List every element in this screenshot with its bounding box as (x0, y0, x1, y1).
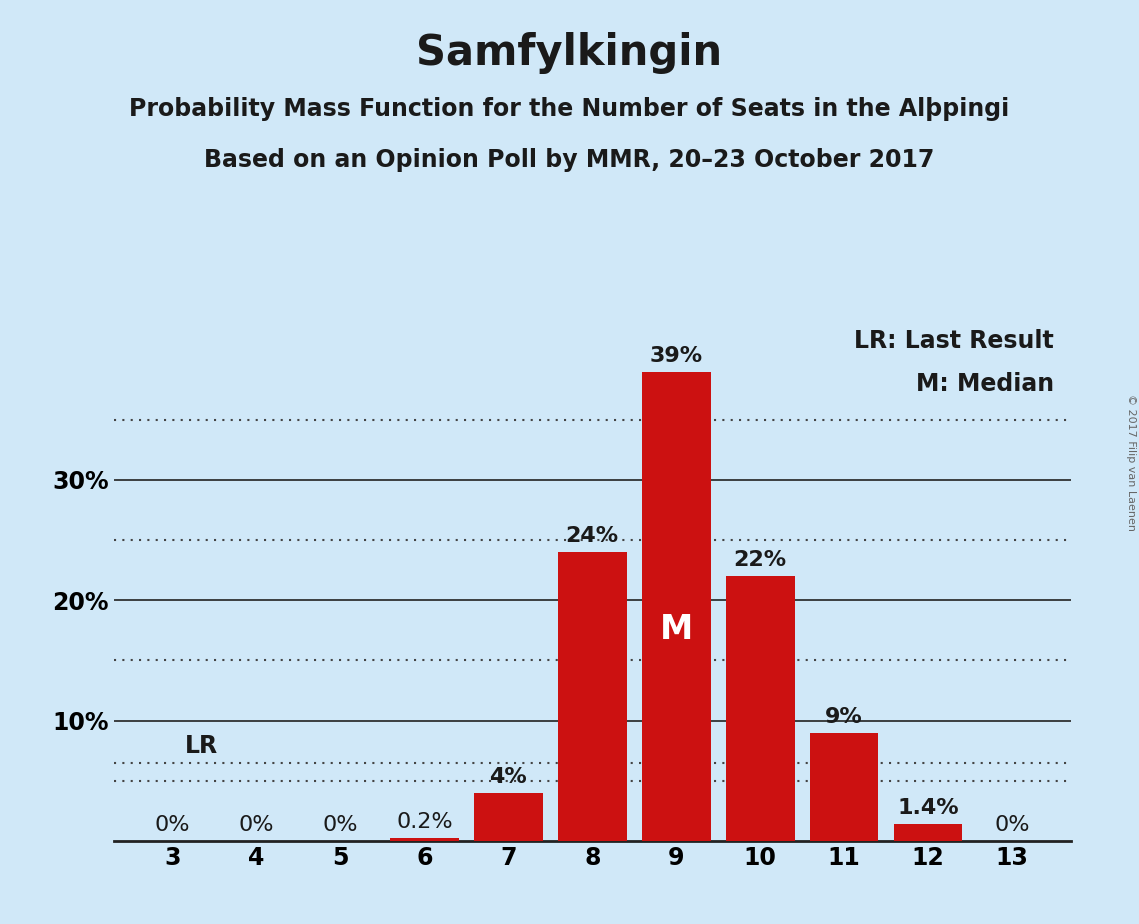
Text: Samfylkingin: Samfylkingin (417, 32, 722, 74)
Text: 4%: 4% (490, 767, 527, 786)
Text: 1.4%: 1.4% (898, 798, 959, 818)
Bar (894, 824, 962, 841)
Text: Probability Mass Function for the Number of Seats in the Alþpingi: Probability Mass Function for the Number… (130, 97, 1009, 121)
Text: 0.2%: 0.2% (396, 812, 452, 833)
Bar (726, 576, 795, 841)
Text: M: Median: M: Median (916, 371, 1054, 395)
Text: 0%: 0% (322, 815, 359, 834)
Text: LR: LR (186, 734, 219, 758)
Text: Based on an Opinion Poll by MMR, 20–23 October 2017: Based on an Opinion Poll by MMR, 20–23 O… (204, 148, 935, 172)
Text: 9%: 9% (825, 707, 863, 726)
Text: © 2017 Filip van Laenen: © 2017 Filip van Laenen (1126, 394, 1136, 530)
Text: 0%: 0% (994, 815, 1030, 834)
Text: 0%: 0% (239, 815, 274, 834)
Bar (810, 733, 878, 841)
Bar (474, 793, 543, 841)
Text: 0%: 0% (155, 815, 190, 834)
Text: 39%: 39% (649, 346, 703, 366)
Bar (641, 371, 711, 841)
Text: M: M (659, 614, 693, 646)
Text: 24%: 24% (566, 526, 618, 546)
Bar (390, 838, 459, 841)
Text: LR: Last Result: LR: Last Result (854, 330, 1054, 353)
Bar (558, 552, 626, 841)
Text: 22%: 22% (734, 550, 787, 570)
